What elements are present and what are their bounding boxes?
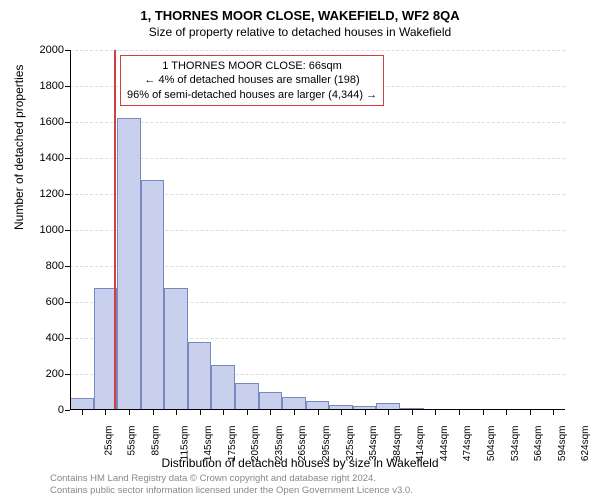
bar xyxy=(211,365,235,410)
x-tick xyxy=(388,410,389,415)
x-tick-label: 25sqm xyxy=(103,426,114,456)
gridline xyxy=(70,158,565,159)
x-tick xyxy=(105,410,106,415)
x-tick-label: 384sqm xyxy=(392,426,403,462)
y-tick-label: 1200 xyxy=(24,188,64,200)
y-axis xyxy=(70,50,71,410)
annotation-line1: 1 THORNES MOOR CLOSE: 66sqm xyxy=(127,59,377,73)
x-tick xyxy=(153,410,154,415)
x-tick-label: 474sqm xyxy=(462,426,473,462)
y-tick-label: 600 xyxy=(24,296,64,308)
footer-line2: Contains public sector information licen… xyxy=(50,485,413,496)
annotation-line3: 96% of semi-detached houses are larger (… xyxy=(127,88,377,102)
x-tick-label: 85sqm xyxy=(150,426,161,456)
x-tick xyxy=(435,410,436,415)
x-tick-label: 265sqm xyxy=(297,426,308,462)
x-tick xyxy=(318,410,319,415)
x-tick xyxy=(176,410,177,415)
footer-attribution: Contains HM Land Registry data © Crown c… xyxy=(50,473,413,496)
bar xyxy=(235,383,259,410)
x-tick-label: 534sqm xyxy=(510,426,521,462)
y-tick-label: 1400 xyxy=(24,152,64,164)
bar xyxy=(117,118,141,411)
x-tick-label: 205sqm xyxy=(250,426,261,462)
gridline xyxy=(70,50,565,51)
x-tick-label: 594sqm xyxy=(557,426,568,462)
annotation-line2: ← 4% of detached houses are smaller (198… xyxy=(127,73,377,87)
bar xyxy=(141,180,165,410)
x-tick xyxy=(270,410,271,415)
y-tick-label: 1800 xyxy=(24,80,64,92)
bar xyxy=(188,342,212,410)
x-tick xyxy=(553,410,554,415)
y-tick-label: 0 xyxy=(24,404,64,416)
x-tick xyxy=(247,410,248,415)
marker-line xyxy=(114,50,116,410)
chart-title: 1, THORNES MOOR CLOSE, WAKEFIELD, WF2 8Q… xyxy=(0,0,600,23)
y-tick xyxy=(65,410,70,411)
y-tick-label: 1000 xyxy=(24,224,64,236)
x-tick xyxy=(294,410,295,415)
x-tick xyxy=(412,410,413,415)
x-tick xyxy=(129,410,130,415)
x-tick-label: 414sqm xyxy=(415,426,426,462)
y-tick-label: 200 xyxy=(24,368,64,380)
y-tick-label: 400 xyxy=(24,332,64,344)
footer-line1: Contains HM Land Registry data © Crown c… xyxy=(50,473,413,484)
x-tick xyxy=(341,410,342,415)
chart-container: 1, THORNES MOOR CLOSE, WAKEFIELD, WF2 8Q… xyxy=(0,0,600,500)
y-tick-label: 1600 xyxy=(24,116,64,128)
x-tick-label: 444sqm xyxy=(439,426,450,462)
x-tick xyxy=(530,410,531,415)
y-tick-label: 2000 xyxy=(24,44,64,56)
x-tick xyxy=(200,410,201,415)
x-tick-label: 175sqm xyxy=(227,426,238,462)
x-tick-label: 354sqm xyxy=(368,426,379,462)
x-tick xyxy=(82,410,83,415)
x-tick-label: 145sqm xyxy=(203,426,214,462)
gridline xyxy=(70,122,565,123)
x-axis xyxy=(70,409,565,410)
x-tick xyxy=(483,410,484,415)
x-tick xyxy=(365,410,366,415)
annotation-box: 1 THORNES MOOR CLOSE: 66sqm← 4% of detac… xyxy=(120,55,384,106)
x-tick xyxy=(223,410,224,415)
x-tick xyxy=(459,410,460,415)
bar xyxy=(164,288,188,410)
x-tick-label: 55sqm xyxy=(127,426,138,456)
x-tick xyxy=(506,410,507,415)
x-tick-label: 624sqm xyxy=(580,426,591,462)
x-tick-label: 295sqm xyxy=(321,426,332,462)
y-tick-label: 800 xyxy=(24,260,64,272)
x-tick-label: 325sqm xyxy=(345,426,356,462)
x-tick-label: 504sqm xyxy=(486,426,497,462)
x-tick-label: 564sqm xyxy=(533,426,544,462)
x-tick-label: 235sqm xyxy=(274,426,285,462)
x-tick-label: 115sqm xyxy=(179,426,190,461)
chart-subtitle: Size of property relative to detached ho… xyxy=(0,23,600,43)
bar xyxy=(259,392,283,410)
